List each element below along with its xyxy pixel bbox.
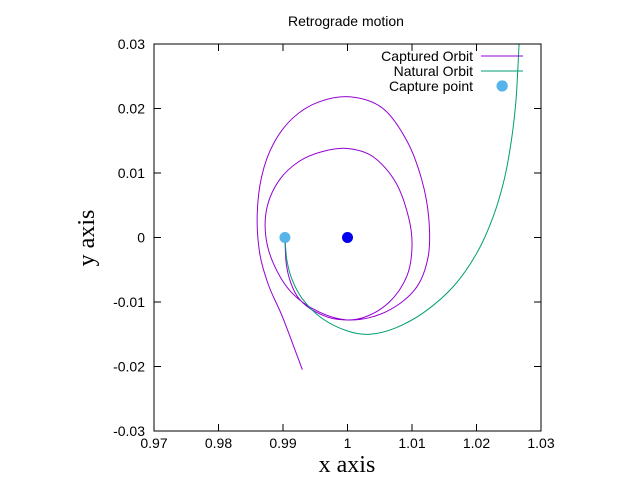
- x-axis-ticks: 0.97 0.98 0.99 1 1.01 1.02 1.03: [140, 44, 555, 451]
- point-center-body: [342, 232, 353, 243]
- x-tick-label: 1.03: [527, 435, 554, 451]
- y-tick-label: 0.03: [118, 36, 145, 52]
- y-tick-label: -0.02: [113, 359, 145, 375]
- point-capture-point: [279, 232, 291, 243]
- legend-label-capture-point: Capture point: [389, 78, 473, 94]
- y-tick-label: 0: [137, 230, 145, 246]
- x-tick-label: 0.99: [269, 435, 296, 451]
- chart-title: Retrograde motion: [288, 13, 404, 29]
- legend-label-natural-orbit: Natural Orbit: [394, 63, 473, 79]
- x-tick-label: 1.01: [398, 435, 425, 451]
- y-tick-label: 0.01: [118, 165, 145, 181]
- plot-area: [256, 44, 520, 370]
- y-axis-label: y axis: [74, 210, 100, 267]
- y-tick-label: -0.03: [113, 423, 145, 439]
- point-layer: [279, 80, 508, 243]
- curve-layer: [256, 44, 520, 370]
- legend-label-captured-orbit: Captured Orbit: [381, 48, 473, 64]
- x-tick-label: 1.02: [463, 435, 490, 451]
- x-axis-label: x axis: [319, 452, 376, 478]
- x-tick-label: 0.97: [140, 435, 167, 451]
- x-tick-label: 1: [344, 435, 352, 451]
- series-line-captured-orbit: [256, 96, 431, 370]
- y-axis-ticks: -0.03 -0.02 -0.01 0 0.01 0.02 0.03: [113, 36, 541, 439]
- series-line-natural-orbit: [284, 44, 520, 335]
- y-tick-label: -0.01: [113, 294, 145, 310]
- legend-swatch-capture-point: [496, 80, 508, 92]
- y-tick-label: 0.02: [118, 101, 145, 117]
- x-tick-label: 0.98: [205, 435, 232, 451]
